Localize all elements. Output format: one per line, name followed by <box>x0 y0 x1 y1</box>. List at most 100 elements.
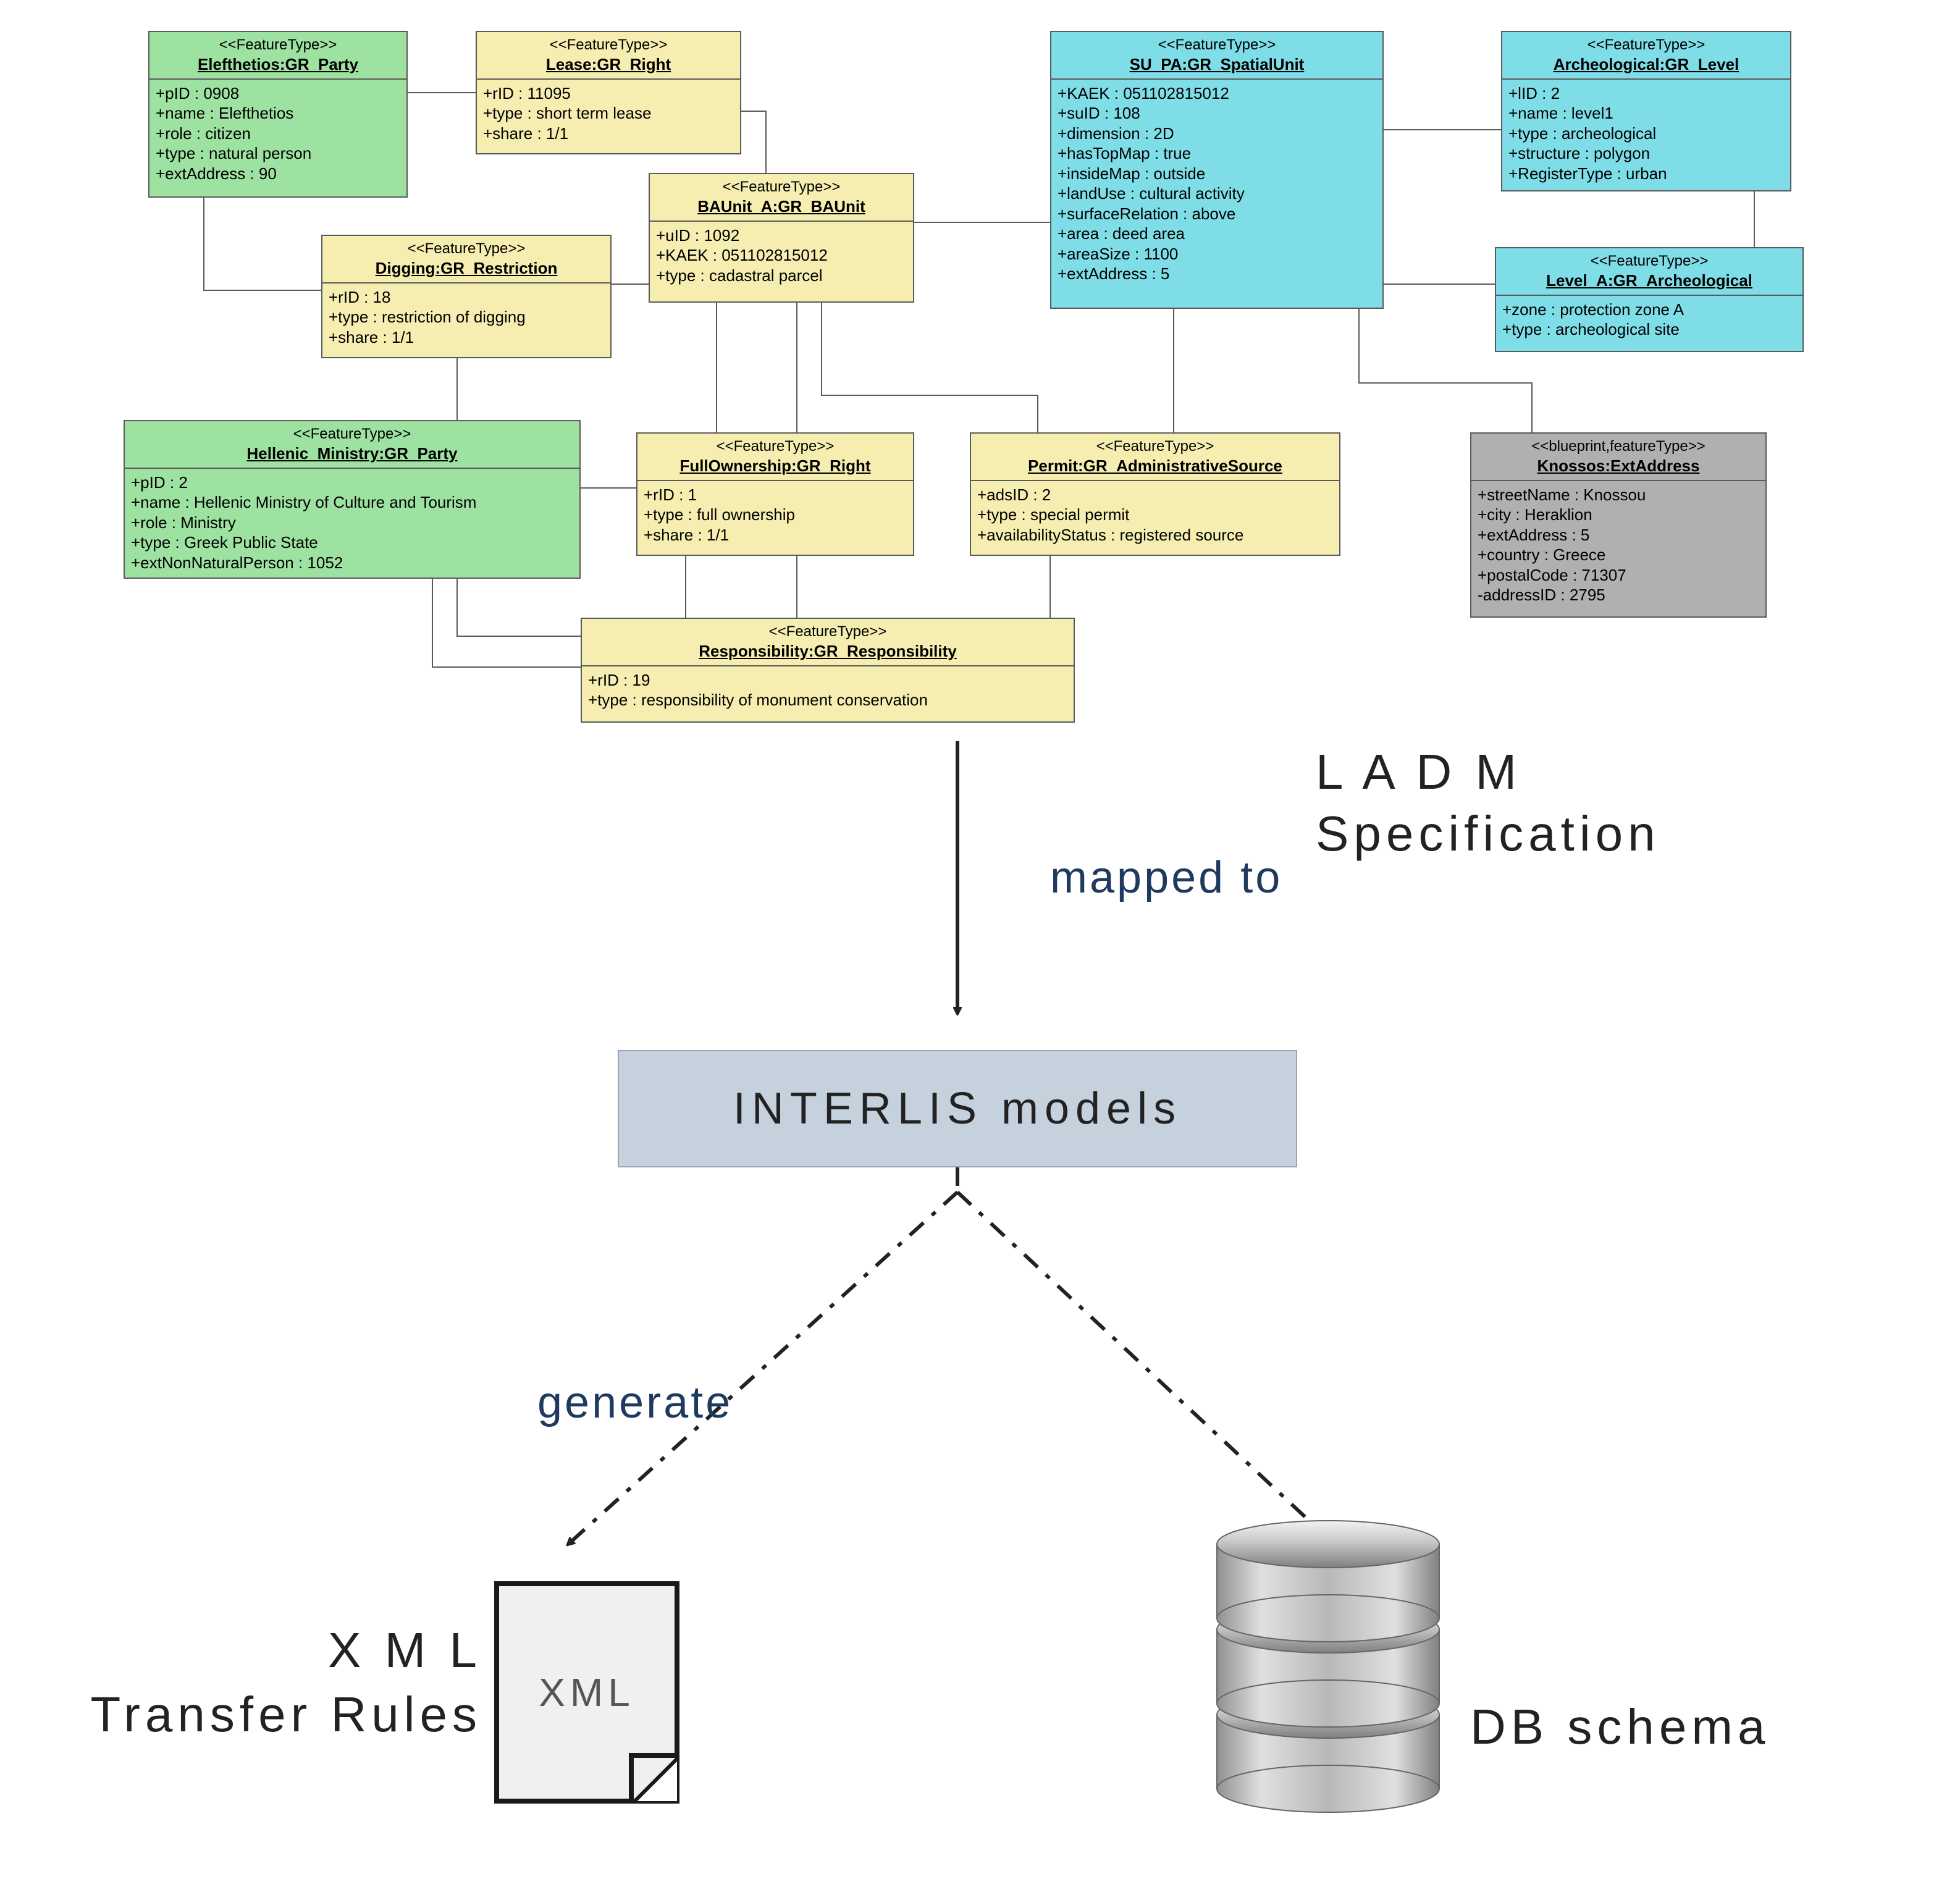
uml-attr: +hasTopMap : true <box>1058 143 1376 164</box>
uml-attr: +area : deed area <box>1058 224 1376 244</box>
db-disc-bottom <box>1217 1680 1439 1727</box>
uml-attr: +uID : 1092 <box>656 225 907 246</box>
uml-box-ministry: <<FeatureType>>Hellenic_Ministry:GR_Part… <box>124 420 581 579</box>
uml-attr: +zone : protection zone A <box>1502 300 1796 320</box>
uml-attrs: +pID : 2+name : Hellenic Ministry of Cul… <box>125 469 579 578</box>
uml-attr: +dimension : 2D <box>1058 124 1376 144</box>
uml-box-baunit: <<FeatureType>>BAUnit_A:GR_BAUnit+uID : … <box>649 173 914 303</box>
uml-attrs: +KAEK : 051102815012+suID : 108+dimensio… <box>1051 80 1382 289</box>
xml-file-icon: XML <box>494 1581 679 1804</box>
uml-attrs: +adsID : 2+type : special permit+availab… <box>971 481 1339 550</box>
uml-attr: +type : archeological <box>1508 124 1784 144</box>
uml-header: <<FeatureType>>Elefthetios:GR_Party <box>149 32 406 80</box>
uml-attr: +extAddress : 90 <box>156 164 400 184</box>
uml-stereotype: <<FeatureType>> <box>154 36 402 54</box>
uml-attr: +structure : polygon <box>1508 143 1784 164</box>
uml-stereotype: <<blueprint,featureType>> <box>1476 437 1760 456</box>
uml-title: FullOwnership:GR_Right <box>642 456 908 476</box>
mapped-to-text: mapped to <box>1050 853 1282 902</box>
uml-title: Permit:GR_AdministrativeSource <box>976 456 1334 476</box>
uml-header: <<FeatureType>>Lease:GR_Right <box>477 32 740 80</box>
uml-attr: +type : responsibility of monument conse… <box>588 690 1067 710</box>
uml-box-digging: <<FeatureType>>Digging:GR_Restriction+rI… <box>321 235 612 358</box>
uml-box-lease: <<FeatureType>>Lease:GR_Right+rID : 1109… <box>476 31 741 154</box>
uml-box-supa: <<FeatureType>>SU_PA:GR_SpatialUnit+KAEK… <box>1050 31 1384 309</box>
generate-text: generate <box>537 1378 733 1427</box>
database-icon <box>1217 1521 1439 1812</box>
uml-attr: +availabilityStatus : registered source <box>977 525 1333 545</box>
uml-attr: +pID : 0908 <box>156 83 400 104</box>
interlis-text: INTERLIS models <box>733 1083 1182 1134</box>
uml-attr: +lID : 2 <box>1508 83 1784 104</box>
uml-title: Lease:GR_Right <box>482 54 735 75</box>
uml-title: Digging:GR_Restriction <box>327 258 605 279</box>
edge-elef-digging <box>204 198 321 290</box>
uml-attr: +city : Heraklion <box>1478 505 1759 525</box>
uml-attrs: +rID : 18+type : restriction of digging+… <box>322 284 610 353</box>
uml-attrs: +pID : 0908+name : Elefthetios+role : ci… <box>149 80 406 189</box>
uml-attr: +name : Elefthetios <box>156 103 400 124</box>
uml-stereotype: <<FeatureType>> <box>976 437 1334 456</box>
uml-attrs: +streetName : Knossou+city : Heraklion+e… <box>1471 481 1765 610</box>
uml-attrs: +lID : 2+name : level1+type : archeologi… <box>1502 80 1790 189</box>
uml-title: Archeological:GR_Level <box>1507 54 1785 75</box>
uml-attr: +postalCode : 71307 <box>1478 565 1759 586</box>
xml-file-text: XML <box>539 1670 635 1715</box>
uml-header: <<FeatureType>>FullOwnership:GR_Right <box>637 434 913 481</box>
uml-attr: +RegisterType : urban <box>1508 164 1784 184</box>
uml-attr: +share : 1/1 <box>329 327 604 348</box>
uml-box-elef: <<FeatureType>>Elefthetios:GR_Party+pID … <box>148 31 408 198</box>
uml-header: <<FeatureType>>BAUnit_A:GR_BAUnit <box>650 174 913 222</box>
uml-attr: +insideMap : outside <box>1058 164 1376 184</box>
uml-title: Elefthetios:GR_Party <box>154 54 402 75</box>
uml-attr: +rID : 1 <box>644 485 907 505</box>
uml-stereotype: <<FeatureType>> <box>327 240 605 258</box>
uml-attr: +KAEK : 051102815012 <box>656 245 907 266</box>
uml-box-fullown: <<FeatureType>>FullOwnership:GR_Right+rI… <box>636 432 914 556</box>
uml-attrs: +uID : 1092+KAEK : 051102815012+type : c… <box>650 222 913 291</box>
uml-attr: +type : natural person <box>156 143 400 164</box>
uml-stereotype: <<FeatureType>> <box>655 178 908 196</box>
diagram-canvas: <<FeatureType>>Elefthetios:GR_Party+pID … <box>0 0 1960 1895</box>
uml-attr: +rID : 11095 <box>483 83 734 104</box>
uml-attr: +type : archeological site <box>1502 319 1796 340</box>
edge-lease-baunit <box>741 111 766 173</box>
uml-stereotype: <<FeatureType>> <box>587 623 1069 641</box>
edge-ministry-resp <box>432 568 581 667</box>
uml-title: Knossos:ExtAddress <box>1476 456 1760 476</box>
ladm-line1: L A D M <box>1316 741 1660 803</box>
uml-stereotype: <<FeatureType>> <box>482 36 735 54</box>
uml-attrs: +rID : 19+type : responsibility of monum… <box>582 666 1074 715</box>
uml-attr: +suID : 108 <box>1058 103 1376 124</box>
uml-attrs: +rID : 1+type : full ownership+share : 1… <box>637 481 913 550</box>
uml-box-resp: <<FeatureType>>Responsibility:GR_Respons… <box>581 618 1075 723</box>
uml-attr: +share : 1/1 <box>483 124 734 144</box>
uml-header: <<FeatureType>>Level_A:GR_Archeological <box>1496 248 1802 296</box>
arrow-generate-left <box>568 1192 957 1544</box>
db-disc-top <box>1217 1521 1439 1568</box>
uml-attr: +name : Hellenic Ministry of Culture and… <box>131 492 573 513</box>
uml-header: <<FeatureType>>Responsibility:GR_Respons… <box>582 619 1074 666</box>
uml-attr: +surfaceRelation : above <box>1058 204 1376 224</box>
mapped-to-label: mapped to <box>1050 852 1282 903</box>
uml-stereotype: <<FeatureType>> <box>1056 36 1377 54</box>
xml-caption-line2: Transfer Rules <box>25 1683 482 1747</box>
arrow-generate-right <box>957 1192 1334 1544</box>
uml-header: <<FeatureType>>SU_PA:GR_SpatialUnit <box>1051 32 1382 80</box>
uml-attr: +pID : 2 <box>131 473 573 493</box>
interlis-models-box: INTERLIS models <box>618 1050 1297 1167</box>
uml-attr: +extAddress : 5 <box>1478 525 1759 545</box>
uml-attr: +KAEK : 051102815012 <box>1058 83 1376 104</box>
uml-header: <<FeatureType>>Digging:GR_Restriction <box>322 236 610 284</box>
ladm-spec-label: L A D M Specification <box>1316 741 1660 865</box>
uml-attr: +streetName : Knossou <box>1478 485 1759 505</box>
uml-attr: +type : Greek Public State <box>131 532 573 553</box>
edge-baunit-permit <box>822 303 1038 432</box>
uml-attr: +type : full ownership <box>644 505 907 525</box>
db-disc-bottom <box>1217 1595 1439 1642</box>
uml-attr: +role : Ministry <box>131 513 573 533</box>
uml-attrs: +rID : 11095+type : short term lease+sha… <box>477 80 740 149</box>
uml-attr: +country : Greece <box>1478 545 1759 565</box>
uml-attr: +share : 1/1 <box>644 525 907 545</box>
uml-box-knossos: <<blueprint,featureType>>Knossos:ExtAddr… <box>1470 432 1767 618</box>
